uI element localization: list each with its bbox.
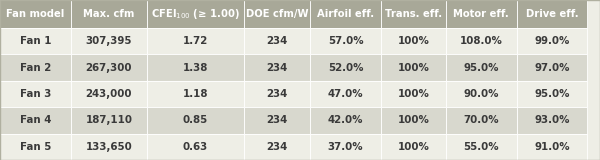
FancyBboxPatch shape bbox=[446, 81, 517, 107]
Text: Fan 3: Fan 3 bbox=[20, 89, 51, 99]
FancyBboxPatch shape bbox=[446, 54, 517, 81]
FancyBboxPatch shape bbox=[147, 81, 244, 107]
FancyBboxPatch shape bbox=[0, 28, 71, 54]
Text: 55.0%: 55.0% bbox=[463, 142, 499, 152]
FancyBboxPatch shape bbox=[71, 28, 147, 54]
Text: Trans. eff.: Trans. eff. bbox=[385, 9, 442, 19]
FancyBboxPatch shape bbox=[310, 134, 381, 160]
FancyBboxPatch shape bbox=[310, 28, 381, 54]
FancyBboxPatch shape bbox=[517, 54, 587, 81]
Text: 100%: 100% bbox=[397, 89, 430, 99]
Text: 52.0%: 52.0% bbox=[328, 63, 364, 73]
Text: 267,300: 267,300 bbox=[86, 63, 132, 73]
Text: 1.72: 1.72 bbox=[183, 36, 208, 46]
FancyBboxPatch shape bbox=[147, 0, 244, 28]
FancyBboxPatch shape bbox=[517, 28, 587, 54]
Text: Fan model: Fan model bbox=[6, 9, 65, 19]
FancyBboxPatch shape bbox=[147, 54, 244, 81]
FancyBboxPatch shape bbox=[0, 81, 71, 107]
Text: 42.0%: 42.0% bbox=[328, 115, 364, 125]
Text: 90.0%: 90.0% bbox=[463, 89, 499, 99]
FancyBboxPatch shape bbox=[446, 28, 517, 54]
Text: 234: 234 bbox=[266, 142, 288, 152]
FancyBboxPatch shape bbox=[244, 28, 310, 54]
Text: 99.0%: 99.0% bbox=[535, 36, 569, 46]
FancyBboxPatch shape bbox=[244, 81, 310, 107]
Text: 91.0%: 91.0% bbox=[534, 142, 570, 152]
FancyBboxPatch shape bbox=[71, 134, 147, 160]
FancyBboxPatch shape bbox=[381, 81, 446, 107]
FancyBboxPatch shape bbox=[0, 134, 71, 160]
FancyBboxPatch shape bbox=[147, 28, 244, 54]
FancyBboxPatch shape bbox=[147, 107, 244, 134]
Text: 108.0%: 108.0% bbox=[460, 36, 503, 46]
Text: Fan 4: Fan 4 bbox=[20, 115, 51, 125]
Text: 243,000: 243,000 bbox=[86, 89, 132, 99]
Text: 1.18: 1.18 bbox=[183, 89, 208, 99]
Text: CFEI$_{100}$ (≥ 1.00): CFEI$_{100}$ (≥ 1.00) bbox=[151, 7, 240, 21]
Text: Airfoil eff.: Airfoil eff. bbox=[317, 9, 374, 19]
FancyBboxPatch shape bbox=[310, 107, 381, 134]
FancyBboxPatch shape bbox=[310, 0, 381, 28]
Text: 47.0%: 47.0% bbox=[328, 89, 364, 99]
Text: 95.0%: 95.0% bbox=[534, 89, 570, 99]
Text: 133,650: 133,650 bbox=[86, 142, 132, 152]
FancyBboxPatch shape bbox=[244, 54, 310, 81]
Text: 97.0%: 97.0% bbox=[534, 63, 570, 73]
FancyBboxPatch shape bbox=[244, 107, 310, 134]
Text: 100%: 100% bbox=[397, 63, 430, 73]
FancyBboxPatch shape bbox=[71, 54, 147, 81]
FancyBboxPatch shape bbox=[310, 81, 381, 107]
FancyBboxPatch shape bbox=[381, 0, 446, 28]
Text: 57.0%: 57.0% bbox=[328, 36, 364, 46]
FancyBboxPatch shape bbox=[71, 81, 147, 107]
Text: 1.38: 1.38 bbox=[183, 63, 208, 73]
FancyBboxPatch shape bbox=[517, 134, 587, 160]
Text: 100%: 100% bbox=[397, 115, 430, 125]
FancyBboxPatch shape bbox=[310, 54, 381, 81]
Text: 37.0%: 37.0% bbox=[328, 142, 364, 152]
Text: 70.0%: 70.0% bbox=[463, 115, 499, 125]
FancyBboxPatch shape bbox=[446, 107, 517, 134]
Text: 187,110: 187,110 bbox=[85, 115, 133, 125]
Text: Fan 5: Fan 5 bbox=[20, 142, 51, 152]
Text: DOE cfm/W: DOE cfm/W bbox=[246, 9, 308, 19]
Text: Motor eff.: Motor eff. bbox=[454, 9, 509, 19]
FancyBboxPatch shape bbox=[517, 107, 587, 134]
FancyBboxPatch shape bbox=[0, 107, 71, 134]
Text: 95.0%: 95.0% bbox=[463, 63, 499, 73]
Text: 234: 234 bbox=[266, 115, 288, 125]
FancyBboxPatch shape bbox=[381, 54, 446, 81]
Text: Max. cfm: Max. cfm bbox=[83, 9, 134, 19]
Text: 93.0%: 93.0% bbox=[534, 115, 570, 125]
Text: 100%: 100% bbox=[397, 142, 430, 152]
FancyBboxPatch shape bbox=[147, 134, 244, 160]
FancyBboxPatch shape bbox=[381, 28, 446, 54]
FancyBboxPatch shape bbox=[446, 0, 517, 28]
Text: Drive eff.: Drive eff. bbox=[526, 9, 578, 19]
FancyBboxPatch shape bbox=[381, 107, 446, 134]
FancyBboxPatch shape bbox=[71, 0, 147, 28]
Text: 234: 234 bbox=[266, 36, 288, 46]
Text: Fan 2: Fan 2 bbox=[20, 63, 51, 73]
Text: 307,395: 307,395 bbox=[86, 36, 132, 46]
FancyBboxPatch shape bbox=[244, 134, 310, 160]
Text: 100%: 100% bbox=[397, 36, 430, 46]
FancyBboxPatch shape bbox=[517, 0, 587, 28]
FancyBboxPatch shape bbox=[0, 54, 71, 81]
FancyBboxPatch shape bbox=[0, 0, 71, 28]
Text: Fan 1: Fan 1 bbox=[20, 36, 51, 46]
FancyBboxPatch shape bbox=[71, 107, 147, 134]
Text: 234: 234 bbox=[266, 63, 288, 73]
Text: 234: 234 bbox=[266, 89, 288, 99]
Text: 0.63: 0.63 bbox=[183, 142, 208, 152]
FancyBboxPatch shape bbox=[244, 0, 310, 28]
FancyBboxPatch shape bbox=[517, 81, 587, 107]
FancyBboxPatch shape bbox=[446, 134, 517, 160]
FancyBboxPatch shape bbox=[381, 134, 446, 160]
Text: 0.85: 0.85 bbox=[183, 115, 208, 125]
